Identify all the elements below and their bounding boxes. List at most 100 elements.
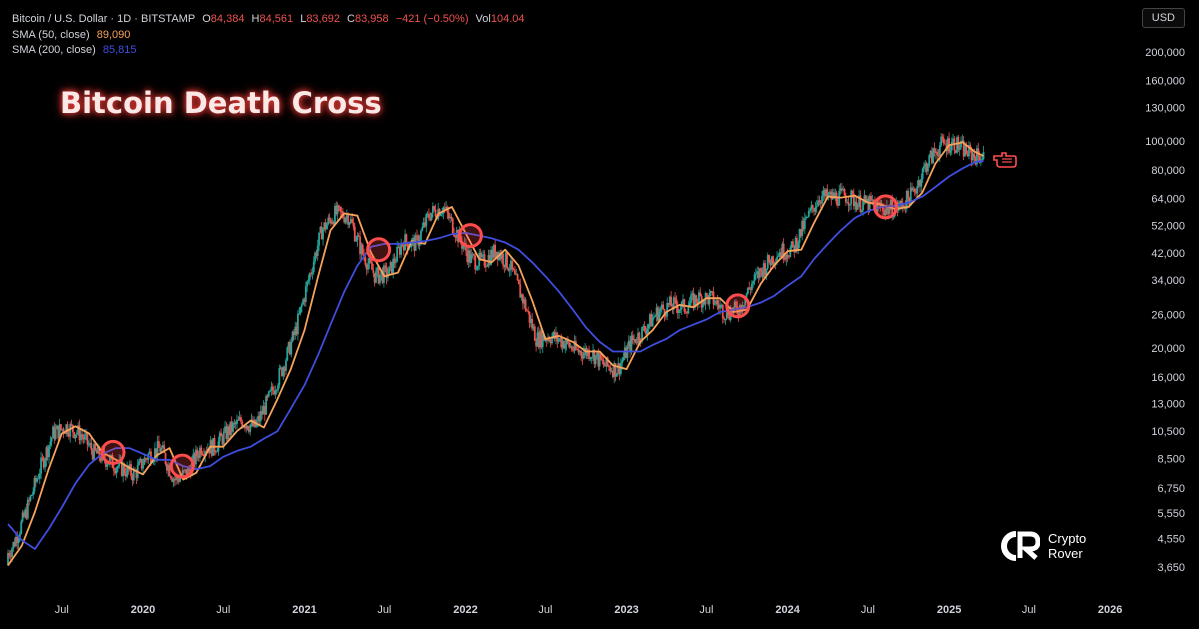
candle-body <box>919 180 921 187</box>
candle-body <box>508 269 511 271</box>
candle-body <box>262 406 265 415</box>
candle-body <box>682 299 684 302</box>
candle-body <box>786 254 789 257</box>
y-tick-label: 100,000 <box>1145 136 1185 148</box>
currency-button[interactable]: USD <box>1141 8 1185 28</box>
candle-body <box>827 194 830 197</box>
candle-body <box>577 349 580 353</box>
candle-body <box>634 338 637 343</box>
candle-body <box>848 204 851 206</box>
candle-body <box>103 451 106 460</box>
candle-body <box>593 350 596 365</box>
candle-body <box>631 335 634 341</box>
candle-body <box>582 352 585 359</box>
candle-body <box>724 318 727 320</box>
candle-body <box>49 441 52 446</box>
candle-body <box>143 458 146 465</box>
sma50-label: SMA (50, close) <box>12 29 90 41</box>
x-tick-label: Jul <box>699 604 713 616</box>
candle-body <box>369 257 372 263</box>
candle-body <box>213 438 216 452</box>
candle-body <box>666 302 669 317</box>
candle-body <box>450 216 453 219</box>
candle-body <box>764 263 767 275</box>
candle-body <box>392 258 395 274</box>
candle-body <box>184 469 187 471</box>
candle-body <box>138 461 140 465</box>
x-tick-label: 2025 <box>937 604 961 616</box>
candle-body <box>647 324 650 329</box>
candle-body <box>61 428 64 430</box>
candle-body <box>26 499 29 519</box>
candle-body <box>330 219 332 224</box>
candle-body <box>246 425 249 430</box>
x-tick-label: 2020 <box>131 604 155 616</box>
candle-body <box>308 273 311 280</box>
candle-body <box>257 415 260 422</box>
candle-body <box>617 363 620 374</box>
candle-body <box>344 217 347 223</box>
candle-body <box>540 330 543 348</box>
sma50-legend[interactable]: SMA (50, close) 89,090 <box>12 28 134 42</box>
candle-body <box>805 216 808 219</box>
candle-body <box>725 307 728 319</box>
candle-body <box>412 237 414 240</box>
candle-body <box>653 316 655 318</box>
candle-body <box>479 252 482 258</box>
candle-body <box>30 494 33 496</box>
candle-body <box>36 478 39 482</box>
candle-body <box>130 464 132 476</box>
chart-title: Bitcoin Death Cross <box>60 86 382 120</box>
candle-body <box>376 267 379 272</box>
candle-body <box>766 255 769 269</box>
candle-body <box>817 200 819 207</box>
candle-body <box>75 432 78 435</box>
candle-body <box>852 193 855 207</box>
candle-body <box>623 347 626 358</box>
candle-body <box>135 471 138 478</box>
candle-body <box>691 293 694 296</box>
candle-body <box>969 145 972 149</box>
candle-body <box>799 228 802 236</box>
candle-body <box>398 246 401 255</box>
candle-body <box>99 457 102 462</box>
sma50-line <box>7 141 984 566</box>
candle-body <box>748 287 751 289</box>
candle-body <box>659 308 662 312</box>
candle-body <box>183 470 185 472</box>
candle-body <box>171 478 174 482</box>
x-tick-label: 2024 <box>775 604 800 616</box>
candle-body <box>533 326 536 341</box>
candle-body <box>650 314 653 327</box>
candle-body <box>397 246 400 248</box>
candle-body <box>307 279 310 282</box>
candle-body <box>933 148 936 153</box>
candle-body <box>663 309 666 316</box>
candle-body <box>310 273 313 275</box>
y-tick-label: 10,500 <box>1151 426 1185 438</box>
candle-body <box>548 337 551 342</box>
candle-body <box>303 299 306 303</box>
candle-body <box>320 226 323 240</box>
candle-body <box>776 256 778 263</box>
candle-body <box>965 145 968 154</box>
candle-body <box>409 246 412 248</box>
candle-body <box>188 467 191 470</box>
candle-body <box>888 208 891 215</box>
candle-body <box>627 340 630 347</box>
candle-body <box>749 288 752 291</box>
candle-body <box>905 190 908 209</box>
candle-body <box>676 306 679 314</box>
candle-body <box>883 211 886 216</box>
sma200-legend[interactable]: SMA (200, close) 85,815 <box>12 43 140 57</box>
candle-body <box>73 432 76 439</box>
candle-body <box>892 216 895 218</box>
candle-body <box>516 274 519 280</box>
candle-body <box>112 468 115 471</box>
candle-body <box>678 310 680 314</box>
candle-body <box>792 241 794 246</box>
candle-body <box>86 433 89 445</box>
candle-body <box>687 306 690 314</box>
candle-body <box>702 300 704 308</box>
